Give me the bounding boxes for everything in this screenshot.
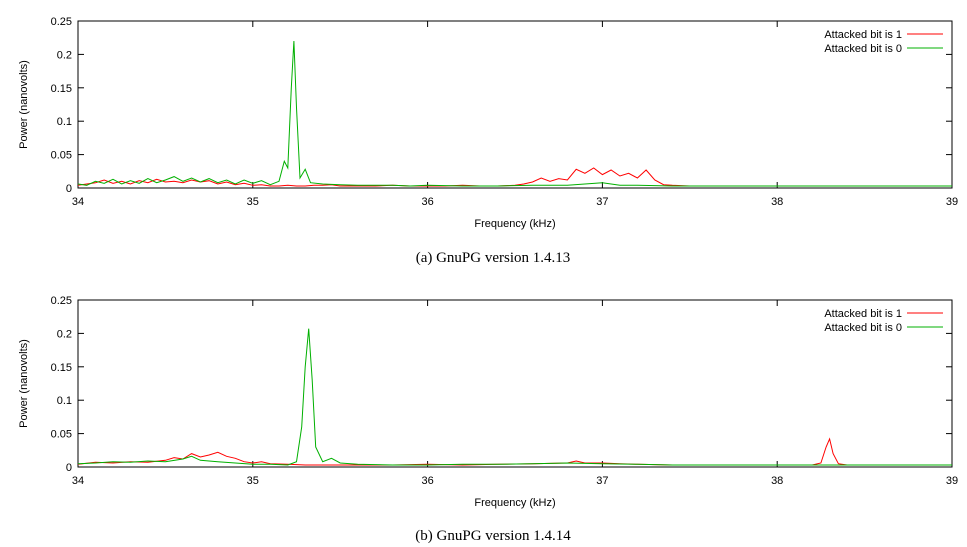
y-axis-label: Power (nanovolts)	[18, 60, 30, 149]
y-tick-label: 0.05	[51, 429, 72, 441]
x-tick-label: 39	[946, 475, 958, 487]
legend-label: Attacked bit is 1	[824, 29, 902, 41]
legend-label: Attacked bit is 0	[824, 322, 902, 334]
x-tick-label: 36	[421, 196, 433, 208]
chart-gnupg-1-4-13: 0 0.05 0.1 0.15 0.2 0.25 34 35 36 37 38 39 Frequency…	[18, 16, 958, 266]
y-tick-label: 0.2	[57, 328, 72, 340]
y-axis-label: Power (nanovolts)	[18, 339, 30, 428]
y-tick-label: 0.1	[57, 395, 72, 407]
x-tick-label: 35	[247, 196, 259, 208]
y-tick-label: 0	[66, 183, 72, 195]
y-tick-label: 0.1	[57, 116, 72, 128]
x-axis-label: Frequency (kHz)	[474, 218, 555, 230]
legend-label: Attacked bit is 0	[824, 43, 902, 55]
x-tick-label: 38	[771, 196, 783, 208]
series-line-bit-0	[78, 40, 952, 187]
y-tick-label: 0.25	[51, 295, 72, 307]
series-line-bit-1	[78, 167, 952, 187]
x-tick-label: 34	[72, 196, 84, 208]
plot-frame	[77, 20, 953, 189]
y-tick-label: 0.15	[51, 83, 72, 95]
x-tick-label: 35	[247, 475, 259, 487]
y-tick-label: 0.15	[51, 362, 72, 374]
x-tick-label: 38	[771, 475, 783, 487]
series-line-bit-0	[78, 328, 952, 466]
figure-caption: (b) GnuPG version 1.4.14	[415, 528, 571, 544]
legend-label: Attacked bit is 1	[824, 308, 902, 320]
y-tick-label: 0.25	[51, 16, 72, 28]
x-tick-label: 36	[421, 475, 433, 487]
y-tick-label: 0.2	[57, 49, 72, 61]
x-tick-label: 37	[596, 475, 608, 487]
x-tick-label: 39	[946, 196, 958, 208]
x-axis-label: Frequency (kHz)	[474, 497, 555, 509]
x-tick-label: 34	[72, 475, 84, 487]
plot-frame	[77, 299, 953, 468]
y-tick-label: 0	[66, 462, 72, 474]
y-tick-label: 0.05	[51, 150, 72, 162]
figure-caption: (a) GnuPG version 1.4.13	[416, 250, 571, 266]
x-tick-label: 37	[596, 196, 608, 208]
chart-gnupg-1-4-14: 0 0.05 0.1 0.15 0.2 0.25 34 35 36 37 38 39 Frequency…	[18, 295, 958, 544]
